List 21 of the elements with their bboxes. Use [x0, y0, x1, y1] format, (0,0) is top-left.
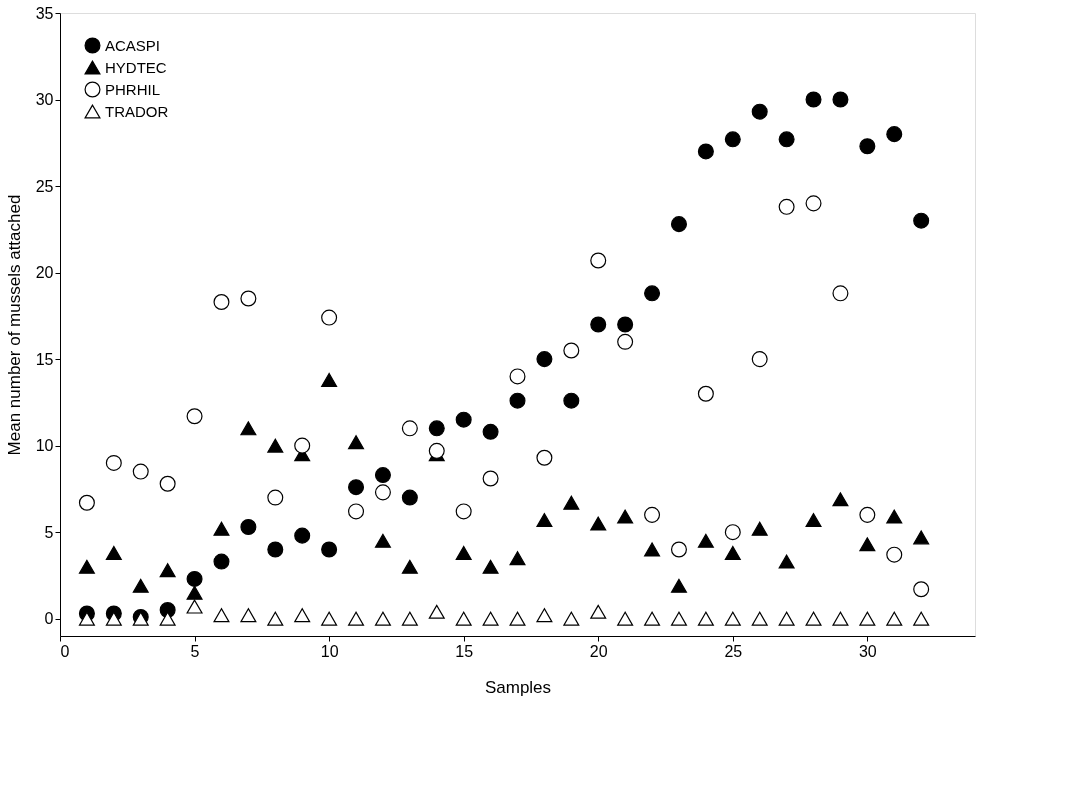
x-tick-label: 25 [724, 642, 743, 660]
y-axis-title: Mean number of mussels attached [4, 194, 24, 456]
legend-label: ACASPI [105, 36, 161, 54]
legend-label: HYDTEC [105, 58, 167, 76]
x-tick-label: 0 [60, 642, 70, 660]
x-tick-label: 5 [190, 642, 200, 660]
y-tick-label: 35 [35, 4, 54, 22]
y-tick-label: 30 [35, 91, 54, 109]
legend-label: PHRHIL [105, 80, 161, 98]
x-tick-label: 10 [320, 642, 339, 660]
y-tick-label: 15 [35, 350, 54, 368]
x-tick-label: 30 [858, 642, 877, 660]
y-tick-label: 0 [44, 610, 54, 628]
y-tick-label: 25 [35, 177, 54, 195]
legend-label: TRADOR [105, 102, 169, 120]
x-axis-title: Samples [484, 677, 552, 697]
x-tick-label: 15 [455, 642, 474, 660]
y-tick-label: 10 [35, 437, 54, 455]
y-tick-label: 20 [35, 264, 54, 282]
y-tick-label: 5 [44, 523, 54, 541]
x-tick-label: 20 [589, 642, 608, 660]
